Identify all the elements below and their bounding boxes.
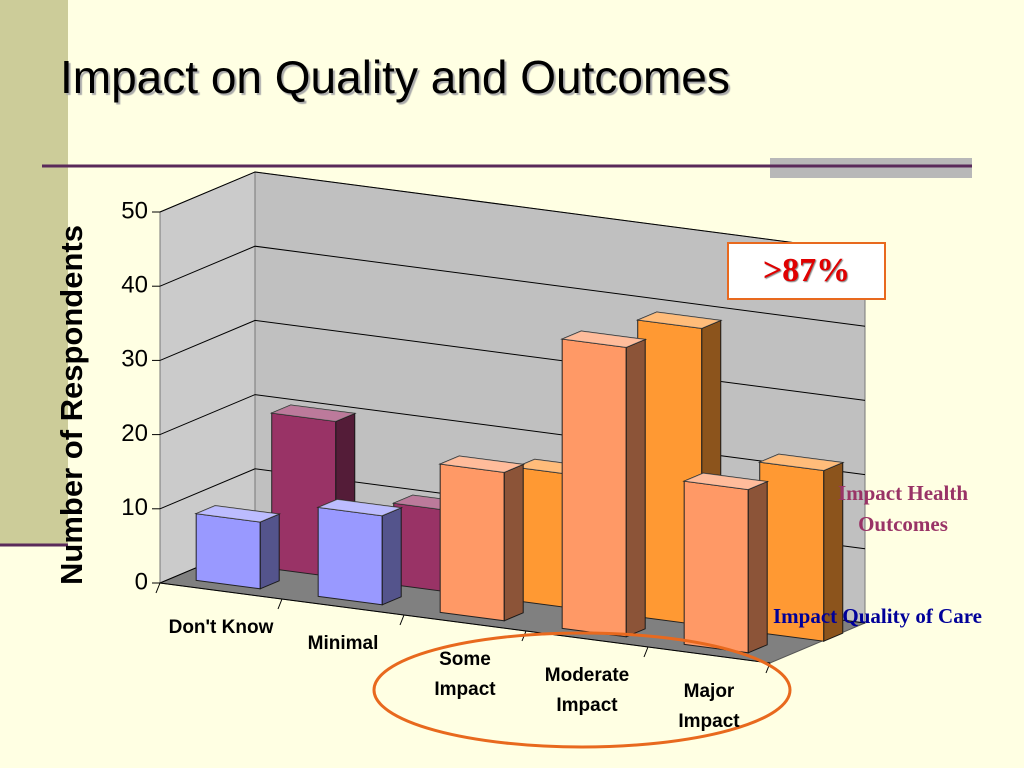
bar-face — [439, 463, 505, 622]
x-axis — [159, 582, 771, 664]
bar-shade — [440, 456, 524, 473]
bar-face — [561, 338, 627, 638]
bar — [560, 330, 648, 638]
bar-shade — [759, 454, 843, 471]
bar-face — [381, 507, 402, 606]
bar-face — [823, 461, 844, 642]
bar-shade — [318, 499, 402, 516]
bar-shade — [684, 473, 768, 490]
bar-face — [317, 506, 383, 606]
bar-shade — [626, 339, 646, 637]
bar-shade — [382, 507, 402, 605]
bar-shade — [823, 462, 843, 642]
x-tick-label: Minimal — [307, 633, 379, 654]
x-tick-label: Some Impact — [434, 649, 496, 700]
x-tick-label: Don't Know — [168, 617, 274, 638]
x-tick — [399, 614, 405, 626]
side-band — [0, 0, 68, 545]
bar-face — [683, 480, 749, 654]
bar-shade — [562, 331, 646, 348]
bar-shade — [504, 464, 524, 621]
y-tick-label: 0 — [135, 568, 148, 595]
bar — [438, 455, 526, 622]
bar-face — [195, 513, 261, 590]
bar-shade — [271, 404, 355, 422]
y-tick-label: 40 — [121, 272, 148, 299]
title-rule-block — [770, 158, 972, 178]
x-tick — [155, 582, 161, 594]
bar-shade — [196, 505, 280, 523]
grid-line — [159, 171, 866, 253]
bar-face — [259, 513, 280, 590]
grid-line — [159, 245, 866, 327]
x-tick-label: Moderate Impact — [544, 665, 630, 716]
bar-face — [625, 338, 646, 638]
x-tick — [643, 646, 649, 658]
legend-label: Impact Quality of Care — [772, 604, 982, 628]
bar-face — [503, 463, 524, 622]
legend-label: Impact Health Outcomes — [837, 481, 969, 536]
y-axis-label: Number of Respondents — [54, 225, 89, 585]
y-tick-label: 10 — [121, 494, 148, 521]
highlight-ellipse — [372, 631, 792, 749]
y-tick-label: 20 — [121, 420, 148, 447]
bar-shade — [748, 481, 768, 653]
bar — [194, 505, 282, 590]
bar — [682, 472, 770, 654]
y-tick-label: 50 — [121, 197, 148, 224]
x-tick — [277, 598, 283, 610]
bar — [757, 453, 845, 642]
bar-shade — [260, 514, 280, 589]
y-tick-label: 30 — [121, 346, 148, 373]
bar-face — [747, 480, 768, 654]
slide-title: Impact on Quality and Outcomes — [60, 51, 730, 103]
bar — [316, 498, 404, 606]
bar-shade — [637, 312, 721, 329]
annotation: >87% — [727, 242, 886, 300]
plot-area: 0 10 20 30 40 50 — [121, 171, 867, 674]
x-tick-label: Major Impact — [678, 681, 740, 732]
